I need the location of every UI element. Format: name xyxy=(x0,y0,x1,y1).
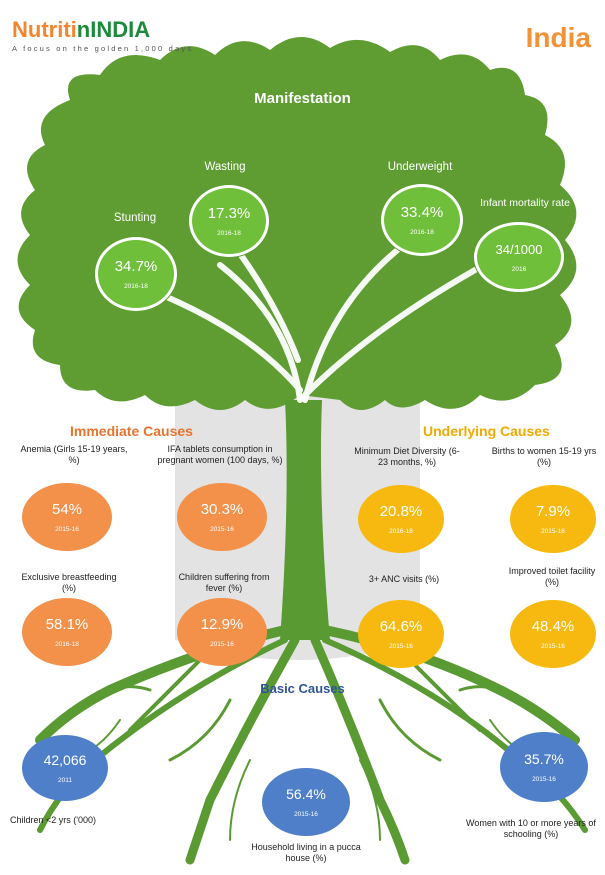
brand-tagline: A focus on the golden 1,000 days xyxy=(12,44,194,53)
immediate-causes-heading: Immediate Causes xyxy=(70,423,193,439)
diet-diversity-value: 20.8% xyxy=(379,503,423,520)
schooling-label: Women with 10 or more years of schooling… xyxy=(466,818,596,839)
toilet-label: Improved toilet facility (%) xyxy=(508,566,596,587)
pucca-house-label: Household living in a pucca house (%) xyxy=(251,842,361,863)
imr-label: Infant mortality rate xyxy=(480,197,570,209)
underlying-causes-heading: Underlying Causes xyxy=(423,423,550,439)
toilet-year: 2015-16 xyxy=(541,643,565,650)
tree-canopy xyxy=(17,36,577,411)
diet-diversity-year: 2016-18 xyxy=(389,528,413,535)
anc-bubble: 64.6% 2015-16 xyxy=(358,600,444,668)
brand-logo: NutritinINDIA A focus on the golden 1,00… xyxy=(12,18,194,54)
children-value: 42,066 xyxy=(43,752,87,768)
brand-name-part1: Nutriti xyxy=(12,17,77,42)
stunting-value: 34.7% xyxy=(114,258,158,275)
brand-title: NutritinINDIA xyxy=(12,18,193,42)
manifestation-heading: Manifestation xyxy=(254,90,351,107)
children-label: Children <2 yrs ('000) xyxy=(10,815,97,825)
pucca-house-value: 56.4% xyxy=(286,786,326,802)
ifa-year: 2015-16 xyxy=(210,526,234,533)
diet-diversity-bubble: 20.8% 2016-18 xyxy=(358,485,444,553)
underweight-bubble: 33.4% 2016-18 xyxy=(381,184,463,256)
wasting-label: Wasting xyxy=(204,161,246,173)
pucca-house-year: 2015-16 xyxy=(294,811,318,818)
anc-year: 2015-16 xyxy=(389,643,413,650)
ifa-value: 30.3% xyxy=(200,501,244,518)
wasting-bubble: 17.3% 2016-18 xyxy=(189,185,269,257)
anemia-value: 54% xyxy=(51,501,83,518)
fever-year: 2015-16 xyxy=(210,641,234,648)
births-value: 7.9% xyxy=(535,503,571,520)
births-label: Births to women 15-19 yrs (%) xyxy=(491,446,597,467)
schooling-value: 35.7% xyxy=(524,751,564,767)
pucca-house-bubble: 56.4% 2015-16 xyxy=(262,768,350,836)
births-year: 2015-16 xyxy=(541,528,565,535)
breastfeeding-label: Exclusive breastfeeding (%) xyxy=(21,572,117,593)
fever-value: 12.9% xyxy=(200,616,244,633)
children-bubble: 42,066 2011 xyxy=(22,735,108,801)
fever-label: Children suffering from fever (%) xyxy=(178,572,270,593)
births-bubble: 7.9% 2015-16 xyxy=(510,485,596,553)
country-title: India xyxy=(525,22,591,53)
toilet-bubble: 48.4% 2015-16 xyxy=(510,600,596,668)
fever-bubble: 12.9% 2015-16 xyxy=(177,598,267,666)
wasting-value: 17.3% xyxy=(207,205,251,222)
breastfeeding-value: 58.1% xyxy=(45,616,89,633)
anemia-year: 2015-16 xyxy=(55,526,79,533)
basic-causes-heading: Basic Causes xyxy=(260,681,345,696)
ifa-bubble: 30.3% 2015-16 xyxy=(177,483,267,551)
tree-trunk xyxy=(280,400,330,640)
imr-bubble: 34/1000 2016 xyxy=(474,222,564,292)
imr-year: 2016 xyxy=(511,266,527,273)
imr-value: 34/1000 xyxy=(495,242,543,257)
ifa-label: IFA tablets consumption in pregnant wome… xyxy=(157,444,283,465)
underweight-label: Underweight xyxy=(387,161,453,173)
breastfeeding-bubble: 58.1% 2016-18 xyxy=(22,598,112,666)
diet-diversity-label: Minimum Diet Diversity (6-23 months, %) xyxy=(354,446,460,467)
stunting-bubble: 34.7% 2016-18 xyxy=(95,237,177,311)
anemia-bubble: 54% 2015-16 xyxy=(22,483,112,551)
children-year: 2011 xyxy=(58,777,72,784)
underweight-year: 2016-18 xyxy=(410,229,434,236)
schooling-bubble: 35.7% 2015-16 xyxy=(500,732,588,802)
toilet-value: 48.4% xyxy=(531,618,575,635)
brand-name-part2: nINDIA xyxy=(76,17,151,42)
stunting-label: Stunting xyxy=(113,212,157,224)
anemia-label: Anemia (Girls 15-19 years, %) xyxy=(20,444,128,465)
underweight-value: 33.4% xyxy=(400,204,444,221)
schooling-year: 2015-16 xyxy=(532,776,556,783)
anc-value: 64.6% xyxy=(379,618,423,635)
anc-label: 3+ ANC visits (%) xyxy=(368,574,440,584)
wasting-year: 2016-18 xyxy=(217,230,241,237)
stunting-year: 2016-18 xyxy=(124,283,148,290)
breastfeeding-year: 2016-18 xyxy=(55,641,79,648)
